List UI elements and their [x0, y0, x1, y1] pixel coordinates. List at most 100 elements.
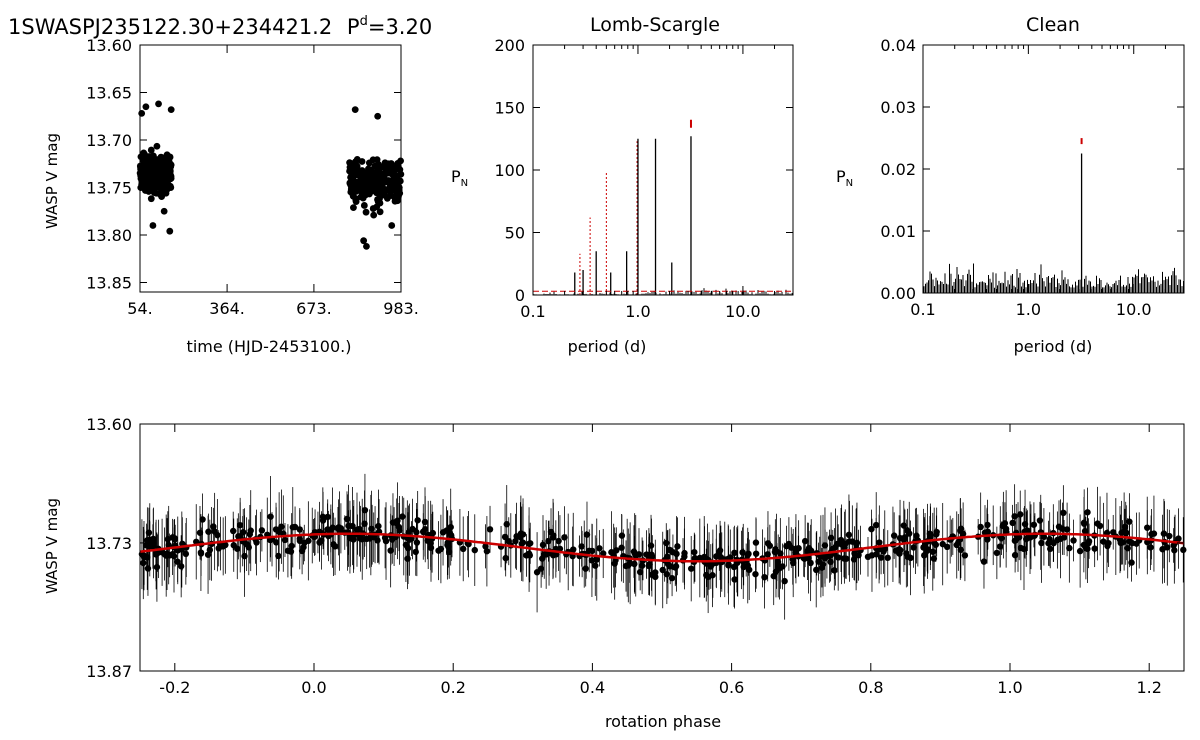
- data-point: [1171, 547, 1178, 554]
- data-point: [996, 543, 1004, 550]
- x-tick-label: 0.6: [719, 678, 744, 697]
- data-point: [1066, 544, 1073, 552]
- data-point: [1150, 530, 1158, 537]
- data-point: [374, 161, 382, 169]
- data-point: [1059, 525, 1066, 532]
- lightcurve-axes: 13.60 13.65 13.70 13.75 13.80 13.85 54. 364. 673…: [86, 36, 419, 318]
- data-point: [160, 207, 168, 215]
- data-point: [1100, 538, 1107, 545]
- data-point: [360, 202, 368, 209]
- data-point: [153, 142, 161, 150]
- model-curve: [139, 532, 1185, 563]
- data-point: [346, 163, 354, 171]
- data-point: [319, 517, 327, 524]
- data-point: [502, 554, 509, 562]
- data-point: [318, 537, 325, 544]
- data-point: [1081, 527, 1089, 535]
- data-point: [691, 554, 699, 562]
- data-point: [851, 550, 858, 557]
- data-point: [160, 178, 168, 186]
- data-point: [674, 543, 681, 550]
- data-point: [813, 566, 820, 574]
- object-name: 1SWASPJ235122.30+234421.2: [8, 15, 332, 39]
- data-point: [643, 551, 650, 558]
- data-point: [287, 548, 295, 555]
- data-point: [961, 552, 969, 559]
- data-point: [783, 542, 790, 550]
- data-point: [142, 172, 149, 180]
- data-point: [370, 211, 378, 219]
- data-point: [777, 550, 784, 557]
- data-point: [1117, 539, 1124, 547]
- data-point: [1084, 545, 1091, 553]
- data-point: [725, 561, 732, 568]
- data-point: [291, 523, 299, 531]
- period-symbol: P: [347, 15, 360, 39]
- data-point: [622, 562, 630, 570]
- data-point: [138, 110, 146, 117]
- plot-frame: [139, 44, 402, 293]
- data-point: [361, 506, 369, 514]
- data-point: [267, 513, 274, 520]
- data-point: [159, 185, 167, 192]
- data-point: [1166, 532, 1173, 540]
- data-point: [388, 222, 396, 229]
- data-point: [801, 555, 808, 562]
- data-point: [343, 515, 351, 523]
- data-point: [1036, 517, 1044, 524]
- data-point: [890, 532, 898, 539]
- data-point: [174, 558, 181, 565]
- data-point: [393, 162, 401, 170]
- data-point: [672, 564, 679, 571]
- x-tick-label: 0.2: [440, 678, 465, 697]
- figure-title: 1SWASPJ235122.30+234421.2 Pd=3.20: [8, 14, 432, 39]
- data-point: [545, 537, 552, 545]
- data-point: [707, 563, 715, 570]
- data-point: [716, 548, 723, 556]
- data-point: [197, 550, 205, 557]
- data-point: [977, 523, 984, 531]
- data-point: [1164, 544, 1171, 551]
- data-point: [147, 146, 155, 154]
- data-point: [843, 555, 850, 562]
- data-point: [374, 112, 382, 120]
- data-point: [834, 554, 842, 561]
- data-point: [177, 563, 185, 570]
- data-point: [503, 521, 510, 528]
- data-point: [483, 548, 491, 555]
- data-point: [831, 567, 838, 574]
- data-point: [921, 552, 928, 559]
- x-tick-label: 1.0: [625, 302, 650, 321]
- data-point: [578, 543, 585, 550]
- data-point: [539, 541, 547, 549]
- data-point: [137, 153, 145, 161]
- data-point: [993, 549, 1001, 557]
- y-tick-label: 0.03: [880, 98, 916, 117]
- data-point: [381, 169, 389, 177]
- data-point: [853, 541, 860, 548]
- data-point: [631, 560, 638, 568]
- phase-folded-panel: WASP V mag rotation phase 13.60 13.73 13.8…: [43, 415, 1187, 731]
- data-point: [600, 550, 607, 557]
- data-point: [583, 531, 591, 538]
- data-point: [376, 208, 384, 216]
- data-point: [471, 546, 478, 554]
- data-point: [355, 185, 363, 193]
- data-point: [196, 529, 204, 536]
- data-point: [385, 177, 392, 184]
- data-point: [165, 541, 172, 549]
- y-tick-label: 0.00: [880, 284, 916, 303]
- data-point: [953, 541, 960, 549]
- data-point: [369, 205, 377, 212]
- data-point: [245, 544, 253, 551]
- phase-xlabel: rotation phase: [605, 712, 721, 731]
- clean-xlabel: period (d): [1014, 337, 1093, 356]
- data-point: [1104, 542, 1111, 550]
- data-point: [877, 554, 885, 561]
- data-point: [413, 529, 420, 536]
- data-point: [167, 106, 175, 113]
- data-point: [153, 176, 161, 184]
- clean-title: Clean: [1026, 14, 1080, 36]
- y-tick-label: 0.02: [880, 160, 916, 179]
- x-tick-label: 10.0: [725, 302, 761, 321]
